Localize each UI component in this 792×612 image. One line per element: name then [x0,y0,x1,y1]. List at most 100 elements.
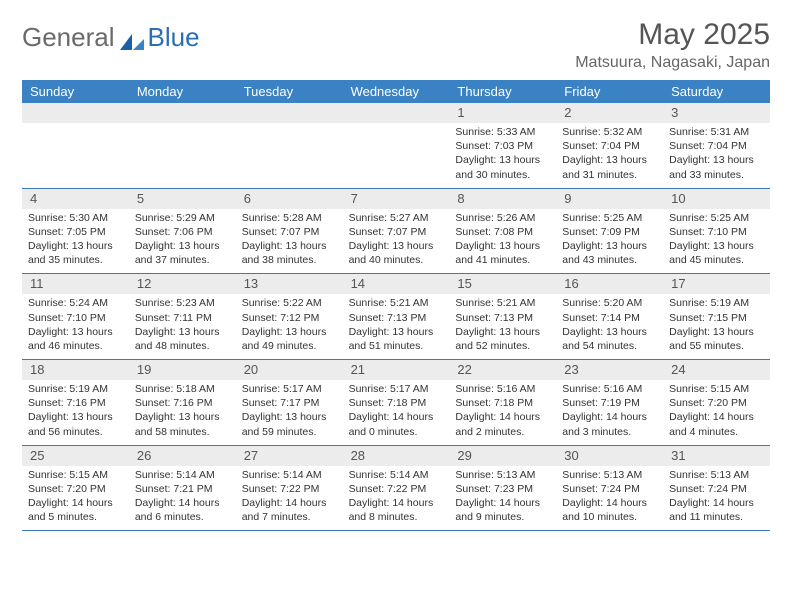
sunset-text: Sunset: 7:22 PM [242,482,337,496]
dow-cell: Tuesday [236,80,343,103]
day-number: 6 [236,189,343,209]
sunrise-text: Sunrise: 5:31 AM [669,125,764,139]
daylight-text: Daylight: 13 hours and 51 minutes. [349,325,444,353]
logo: General Blue [22,22,200,53]
weeks-container: 123Sunrise: 5:33 AMSunset: 7:03 PMDaylig… [22,103,770,531]
sunset-text: Sunset: 7:12 PM [242,311,337,325]
daylight-text: Daylight: 13 hours and 35 minutes. [28,239,123,267]
day-number: 14 [343,274,450,294]
day-cell: Sunrise: 5:28 AMSunset: 7:07 PMDaylight:… [236,209,343,274]
daylight-text: Daylight: 14 hours and 7 minutes. [242,496,337,524]
sunrise-text: Sunrise: 5:21 AM [349,296,444,310]
sunrise-text: Sunrise: 5:26 AM [455,211,550,225]
daylight-text: Daylight: 14 hours and 6 minutes. [135,496,230,524]
dow-cell: Saturday [663,80,770,103]
dow-cell: Sunday [22,80,129,103]
day-cell: Sunrise: 5:14 AMSunset: 7:21 PMDaylight:… [129,466,236,531]
sunrise-text: Sunrise: 5:14 AM [242,468,337,482]
week-number-row: 25262728293031 [22,446,770,466]
day-cell: Sunrise: 5:17 AMSunset: 7:17 PMDaylight:… [236,380,343,445]
sunrise-text: Sunrise: 5:20 AM [562,296,657,310]
sunset-text: Sunset: 7:14 PM [562,311,657,325]
day-cell: Sunrise: 5:21 AMSunset: 7:13 PMDaylight:… [343,294,450,359]
day-number: 8 [449,189,556,209]
day-of-week-header: SundayMondayTuesdayWednesdayThursdayFrid… [22,80,770,103]
day-number: 26 [129,446,236,466]
day-cell: Sunrise: 5:19 AMSunset: 7:16 PMDaylight:… [22,380,129,445]
day-number: 31 [663,446,770,466]
day-number [129,103,236,123]
sunset-text: Sunset: 7:10 PM [669,225,764,239]
month-title: May 2025 [575,18,770,52]
day-number: 20 [236,360,343,380]
sunrise-text: Sunrise: 5:17 AM [349,382,444,396]
day-number: 19 [129,360,236,380]
day-number [343,103,450,123]
day-number: 30 [556,446,663,466]
day-cell: Sunrise: 5:15 AMSunset: 7:20 PMDaylight:… [663,380,770,445]
daylight-text: Daylight: 14 hours and 4 minutes. [669,410,764,438]
day-cell: Sunrise: 5:14 AMSunset: 7:22 PMDaylight:… [236,466,343,531]
sunset-text: Sunset: 7:04 PM [669,139,764,153]
sunset-text: Sunset: 7:22 PM [349,482,444,496]
day-cell: Sunrise: 5:29 AMSunset: 7:06 PMDaylight:… [129,209,236,274]
sunset-text: Sunset: 7:07 PM [242,225,337,239]
sunrise-text: Sunrise: 5:15 AM [669,382,764,396]
daylight-text: Daylight: 13 hours and 38 minutes. [242,239,337,267]
sunrise-text: Sunrise: 5:21 AM [455,296,550,310]
week-content-row: Sunrise: 5:30 AMSunset: 7:05 PMDaylight:… [22,209,770,275]
calendar-grid: SundayMondayTuesdayWednesdayThursdayFrid… [22,80,770,531]
day-cell: Sunrise: 5:14 AMSunset: 7:22 PMDaylight:… [343,466,450,531]
logo-text-blue: Blue [148,22,200,53]
sunrise-text: Sunrise: 5:28 AM [242,211,337,225]
sunset-text: Sunset: 7:20 PM [28,482,123,496]
daylight-text: Daylight: 14 hours and 0 minutes. [349,410,444,438]
day-number: 11 [22,274,129,294]
logo-text-general: General [22,22,115,53]
day-number: 29 [449,446,556,466]
day-number: 9 [556,189,663,209]
day-number: 18 [22,360,129,380]
day-cell: Sunrise: 5:13 AMSunset: 7:24 PMDaylight:… [663,466,770,531]
daylight-text: Daylight: 13 hours and 41 minutes. [455,239,550,267]
week-number-row: 11121314151617 [22,274,770,294]
day-number: 1 [449,103,556,123]
day-cell [129,123,236,188]
daylight-text: Daylight: 13 hours and 58 minutes. [135,410,230,438]
day-cell: Sunrise: 5:33 AMSunset: 7:03 PMDaylight:… [449,123,556,188]
day-cell: Sunrise: 5:13 AMSunset: 7:23 PMDaylight:… [449,466,556,531]
daylight-text: Daylight: 14 hours and 11 minutes. [669,496,764,524]
sunset-text: Sunset: 7:20 PM [669,396,764,410]
day-cell: Sunrise: 5:23 AMSunset: 7:11 PMDaylight:… [129,294,236,359]
daylight-text: Daylight: 13 hours and 56 minutes. [28,410,123,438]
day-cell: Sunrise: 5:30 AMSunset: 7:05 PMDaylight:… [22,209,129,274]
sunrise-text: Sunrise: 5:13 AM [562,468,657,482]
title-block: May 2025 Matsuura, Nagasaki, Japan [575,18,770,72]
dow-cell: Thursday [449,80,556,103]
week-content-row: Sunrise: 5:33 AMSunset: 7:03 PMDaylight:… [22,123,770,189]
day-cell: Sunrise: 5:15 AMSunset: 7:20 PMDaylight:… [22,466,129,531]
dow-cell: Monday [129,80,236,103]
day-number: 12 [129,274,236,294]
sunset-text: Sunset: 7:21 PM [135,482,230,496]
dow-cell: Wednesday [343,80,450,103]
day-number: 4 [22,189,129,209]
sunset-text: Sunset: 7:10 PM [28,311,123,325]
day-number: 23 [556,360,663,380]
sunrise-text: Sunrise: 5:33 AM [455,125,550,139]
day-cell: Sunrise: 5:25 AMSunset: 7:10 PMDaylight:… [663,209,770,274]
sunset-text: Sunset: 7:23 PM [455,482,550,496]
week-number-row: 123 [22,103,770,123]
day-number: 13 [236,274,343,294]
sunset-text: Sunset: 7:11 PM [135,311,230,325]
daylight-text: Daylight: 13 hours and 40 minutes. [349,239,444,267]
sunset-text: Sunset: 7:13 PM [349,311,444,325]
location: Matsuura, Nagasaki, Japan [575,54,770,72]
sunrise-text: Sunrise: 5:27 AM [349,211,444,225]
day-number: 17 [663,274,770,294]
daylight-text: Daylight: 14 hours and 3 minutes. [562,410,657,438]
sunrise-text: Sunrise: 5:19 AM [28,382,123,396]
sunrise-text: Sunrise: 5:24 AM [28,296,123,310]
week-number-row: 45678910 [22,189,770,209]
daylight-text: Daylight: 14 hours and 8 minutes. [349,496,444,524]
